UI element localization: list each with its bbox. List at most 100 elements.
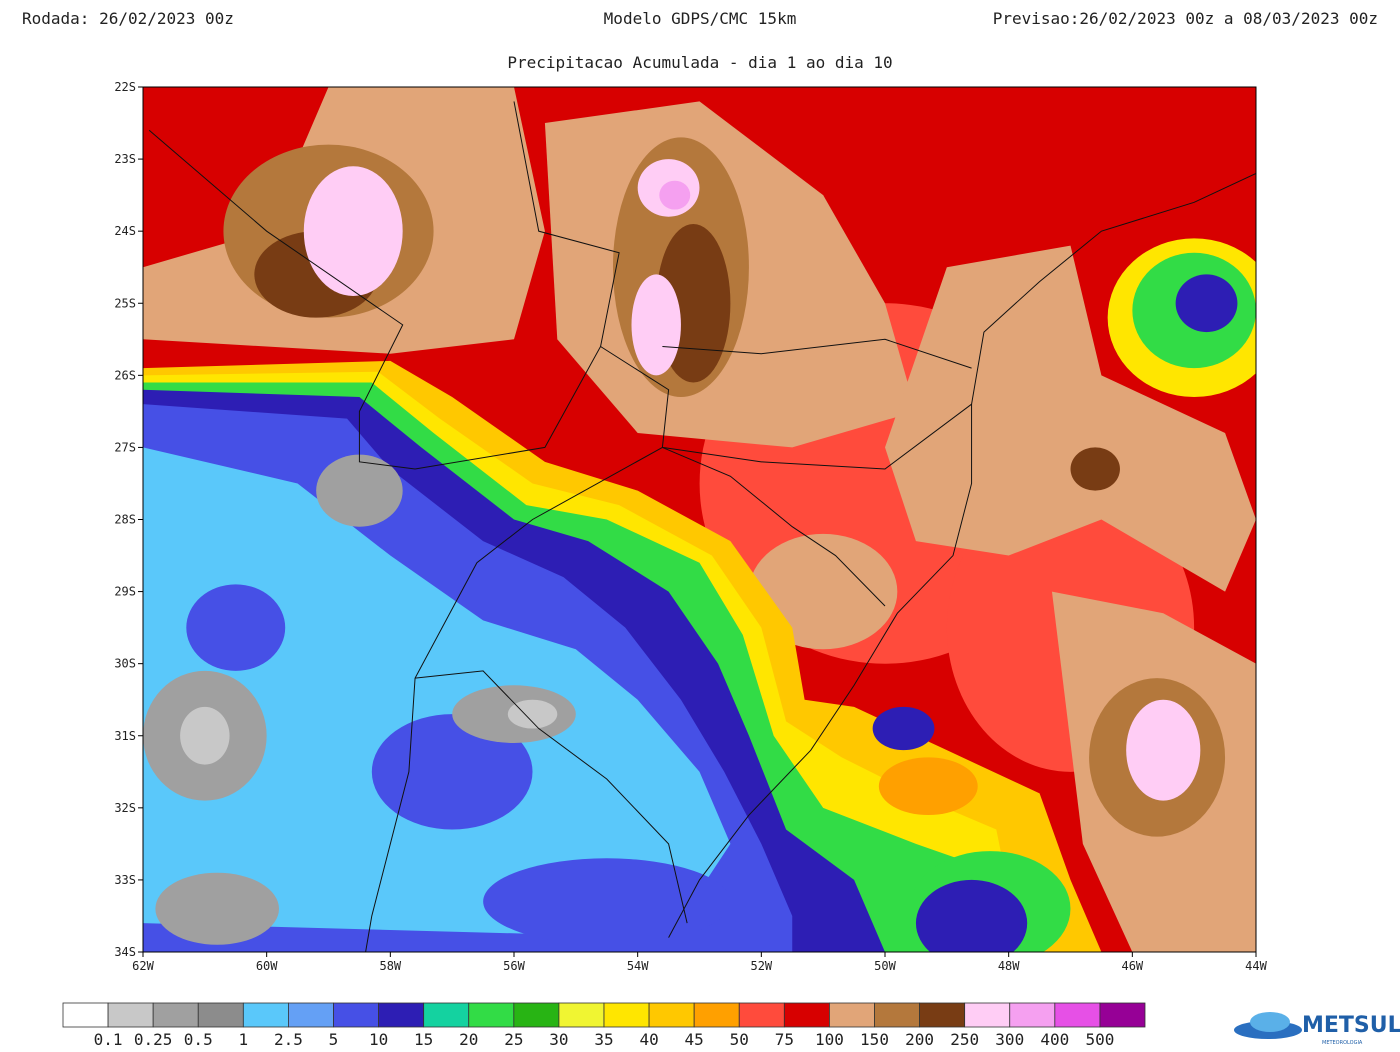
field-patch [885,245,1256,592]
lat-label: 32S [114,801,136,815]
logo: METSUL METEOROLOGIA [1234,1012,1400,1046]
logo-name: METSUL [1302,1013,1400,1038]
colorbar-label: 250 [950,1030,979,1049]
field-patch [1070,447,1120,491]
lat-label: 25S [114,296,136,310]
colorbar-box [62,1002,109,1028]
colorbar-box [693,1002,740,1028]
colorbar-box [197,1002,244,1028]
field-patch [371,714,533,830]
colorbar-box [919,1002,966,1028]
subtitle: Precipitacao Acumulada - dia 1 ao dia 10 [507,53,892,72]
colorbar-label: 35 [594,1030,613,1049]
border [148,101,620,470]
lat-label: 28S [114,513,136,527]
lon-label: 52W [750,959,772,973]
logo-globe [1250,1012,1290,1032]
colorbar-box [1099,1002,1146,1028]
run-label: Rodada: 26/02/2023 00z [22,9,234,28]
colorbar-box [242,1002,289,1028]
colorbar-label: 100 [815,1030,844,1049]
field-patch [659,180,691,210]
precip-map [143,87,1256,952]
lat-label: 27S [114,440,136,454]
colorbar-label: 20 [459,1030,478,1049]
field-patch [180,706,230,765]
colorbar-box [333,1002,379,1028]
colorbar-label: 75 [775,1030,794,1049]
coastline [668,173,1256,938]
lon-label: 62W [132,959,154,973]
colorbar-label: 5 [329,1030,339,1049]
colorbar-box [783,1002,830,1028]
lat-label: 34S [114,945,136,959]
colorbar-label: 30 [549,1030,568,1049]
colorbar-label: 0.25 [134,1030,173,1049]
lon-label: 48W [998,959,1020,973]
colorbar-label: 25 [504,1030,523,1049]
lat-label: 26S [114,368,136,382]
colorbar-label: 15 [414,1030,433,1049]
colorbar-label: 500 [1085,1030,1114,1049]
field-patch [155,872,279,945]
lon-label: 46W [1121,959,1143,973]
colorbar-label: 50 [730,1030,749,1049]
colorbar-label: 10 [369,1030,388,1049]
field-patch [303,166,403,297]
lon-label: 50W [874,959,896,973]
colorbar-box [964,1002,1011,1028]
border [662,403,972,470]
field-patch [316,454,403,527]
colorbar-box [1054,1002,1101,1028]
colorbar-box [829,1002,875,1028]
lon-label: 44W [1245,959,1267,973]
field-patch [143,447,731,938]
colorbar-box [648,1002,695,1028]
field-patch [507,699,558,729]
colorbar-box [558,1002,605,1028]
colorbar-box [152,1002,199,1028]
colorbar-box [423,1002,470,1028]
lat-label: 23S [114,152,136,166]
lon-label: 60W [256,959,278,973]
colorbar-label: 400 [1040,1030,1069,1049]
field-patch [1126,699,1201,801]
colorbar-label: 0.1 [94,1030,123,1049]
colorbar-label: 2.5 [274,1030,303,1049]
border [415,670,688,924]
colorbar-label: 300 [995,1030,1024,1049]
colorbar-box [513,1002,560,1028]
colorbar-label: 150 [860,1030,889,1049]
field-patch [631,274,681,376]
colorbar-box [288,1002,334,1028]
lat-label: 31S [114,729,136,743]
lon-label: 56W [503,959,525,973]
colorbar-box [738,1002,785,1028]
colorbar-label: 45 [685,1030,704,1049]
lat-label: 22S [114,80,136,94]
forecast-label: Previsao:26/02/2023 00z a 08/03/2023 00z [993,9,1378,28]
colorbar-box [107,1002,154,1028]
colorbar-box [468,1002,515,1028]
lat-label: 29S [114,585,136,599]
colorbar-label: 1 [239,1030,249,1049]
lon-label: 54W [627,959,649,973]
border [662,338,972,369]
field-patch [1175,274,1238,333]
border [662,446,886,607]
field-patch [186,584,286,671]
colorbar-box [874,1002,920,1028]
field-patch [915,879,1028,952]
colorbar-label: 200 [905,1030,934,1049]
colorbar-label: 40 [639,1030,658,1049]
lat-label: 30S [114,657,136,671]
colorbar-box [603,1002,650,1028]
colorbar-label: 0.5 [184,1030,213,1049]
lat-label: 24S [114,224,136,238]
model-label: Modelo GDPS/CMC 15km [604,9,797,28]
colorbar-box [1009,1002,1056,1028]
border [365,346,670,952]
logo-tagline: METEOROLOGIA [1322,1040,1363,1046]
lon-label: 58W [379,959,401,973]
